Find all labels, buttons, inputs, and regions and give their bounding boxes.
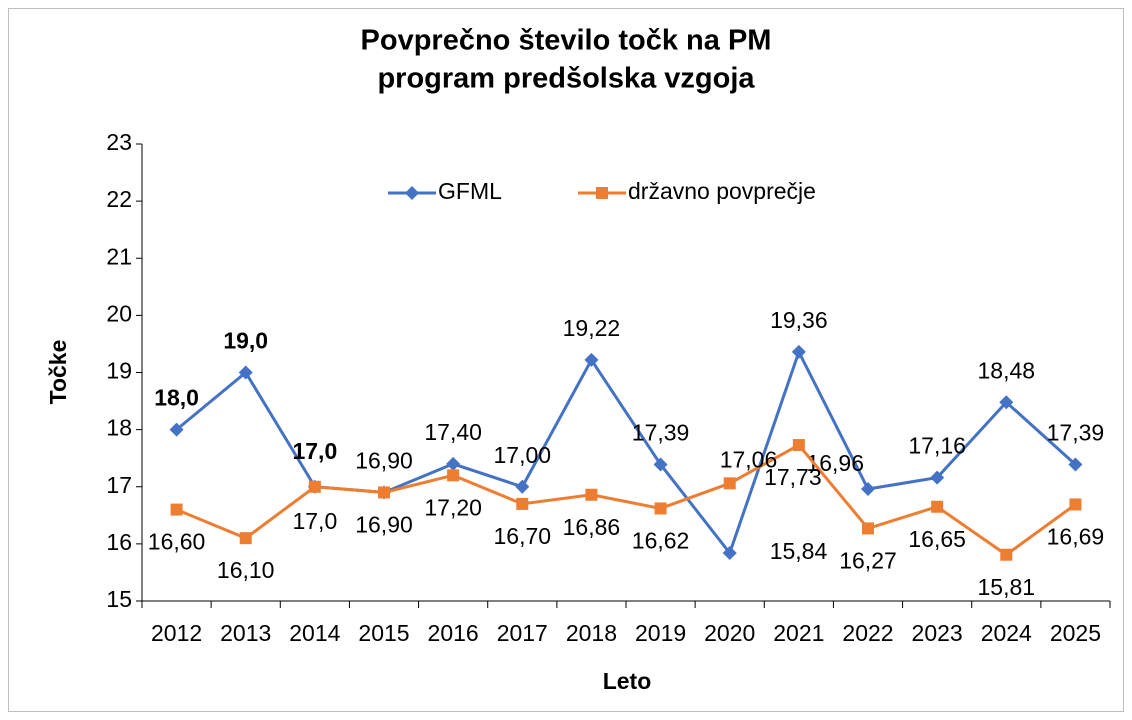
- x-tick-label: 2019: [635, 620, 686, 646]
- marker: [653, 457, 668, 472]
- y-tick-label: 15: [106, 586, 132, 612]
- marker: [999, 395, 1014, 410]
- chart-title: Povprečno število točk na PM: [361, 25, 772, 57]
- marker: [446, 456, 461, 471]
- series-line: [175, 443, 1077, 557]
- marker: [931, 500, 944, 513]
- data-label: 19,22: [563, 315, 621, 341]
- data-label: 17,40: [424, 419, 482, 445]
- data-label: 15,84: [770, 538, 828, 564]
- marker: [170, 503, 183, 516]
- marker: [1068, 457, 1083, 472]
- marker: [722, 546, 737, 561]
- data-label: 17,73: [764, 464, 822, 490]
- data-label: 16,65: [908, 526, 966, 552]
- marker: [378, 486, 390, 499]
- x-tick-label: 2012: [151, 620, 202, 646]
- legend-marker: [596, 187, 608, 199]
- legend-label: državno povprečje: [628, 178, 816, 204]
- y-tick-label: 19: [106, 358, 132, 384]
- marker: [515, 479, 530, 494]
- data-label: 17,0: [292, 438, 337, 464]
- data-label: 16,90: [355, 448, 413, 474]
- marker: [447, 469, 460, 482]
- data-label: 19,36: [770, 307, 828, 333]
- x-tick-label: 2021: [773, 620, 824, 646]
- y-tick-label: 16: [106, 529, 132, 555]
- marker: [861, 482, 875, 497]
- data-label: 16,27: [839, 548, 897, 574]
- data-label: 18,48: [978, 357, 1036, 383]
- data-label: 17,20: [424, 494, 482, 520]
- marker: [238, 365, 253, 380]
- y-tick-label: 17: [106, 472, 132, 498]
- data-label: 16,60: [148, 529, 206, 555]
- data-label: 15,81: [978, 574, 1036, 600]
- x-tick-label: 2025: [1050, 620, 1101, 646]
- data-label: 16,70: [494, 523, 552, 549]
- marker: [930, 470, 945, 485]
- chart-title: program predšolska vzgoja: [377, 63, 755, 95]
- marker: [584, 352, 599, 367]
- marker: [654, 502, 667, 515]
- data-label: 16,10: [217, 557, 275, 583]
- marker: [1069, 498, 1082, 511]
- data-label: 17,16: [908, 433, 966, 459]
- marker: [308, 480, 321, 493]
- data-label: 19,0: [223, 328, 268, 354]
- data-label: 16,86: [563, 514, 621, 540]
- data-label: 16,96: [806, 450, 864, 476]
- y-tick-label: 22: [106, 186, 132, 212]
- legend-marker: [405, 186, 419, 200]
- marker: [585, 488, 598, 501]
- data-label: 16,69: [1047, 524, 1105, 550]
- data-label: 17,39: [632, 420, 690, 446]
- data-label: 17,0: [292, 508, 337, 534]
- y-tick-label: 23: [106, 129, 132, 155]
- x-tick-label: 2022: [842, 620, 893, 646]
- y-tick-label: 21: [106, 243, 132, 269]
- chart-border: [8, 8, 1124, 712]
- marker: [862, 522, 874, 535]
- marker: [723, 477, 736, 490]
- x-tick-label: 2014: [289, 620, 340, 646]
- x-tick-label: 2013: [220, 620, 271, 646]
- marker: [791, 344, 806, 359]
- x-tick-label: 2017: [497, 620, 548, 646]
- x-tick-label: 2020: [704, 620, 755, 646]
- data-label: 17,00: [494, 442, 552, 468]
- legend-label: GFML: [438, 178, 502, 204]
- x-tick-label: 2024: [981, 620, 1032, 646]
- x-tick-label: 2016: [428, 620, 479, 646]
- y-tick-label: 20: [106, 300, 132, 326]
- data-label: 16,90: [355, 512, 413, 538]
- marker: [1000, 548, 1013, 561]
- y-tick-label: 18: [106, 415, 132, 441]
- x-tick-label: 2015: [358, 620, 409, 646]
- x-axis-label: Leto: [603, 668, 652, 694]
- data-label: 18,0: [154, 385, 199, 411]
- marker: [239, 532, 252, 545]
- marker: [169, 422, 184, 437]
- marker: [516, 497, 529, 510]
- y-axis-label: Točke: [45, 340, 71, 405]
- marker: [792, 439, 805, 452]
- data-label: 17,39: [1047, 420, 1105, 446]
- x-tick-label: 2023: [912, 620, 963, 646]
- x-tick-label: 2018: [566, 620, 617, 646]
- data-label: 16,62: [632, 528, 690, 554]
- data-label: 17,06: [720, 446, 778, 472]
